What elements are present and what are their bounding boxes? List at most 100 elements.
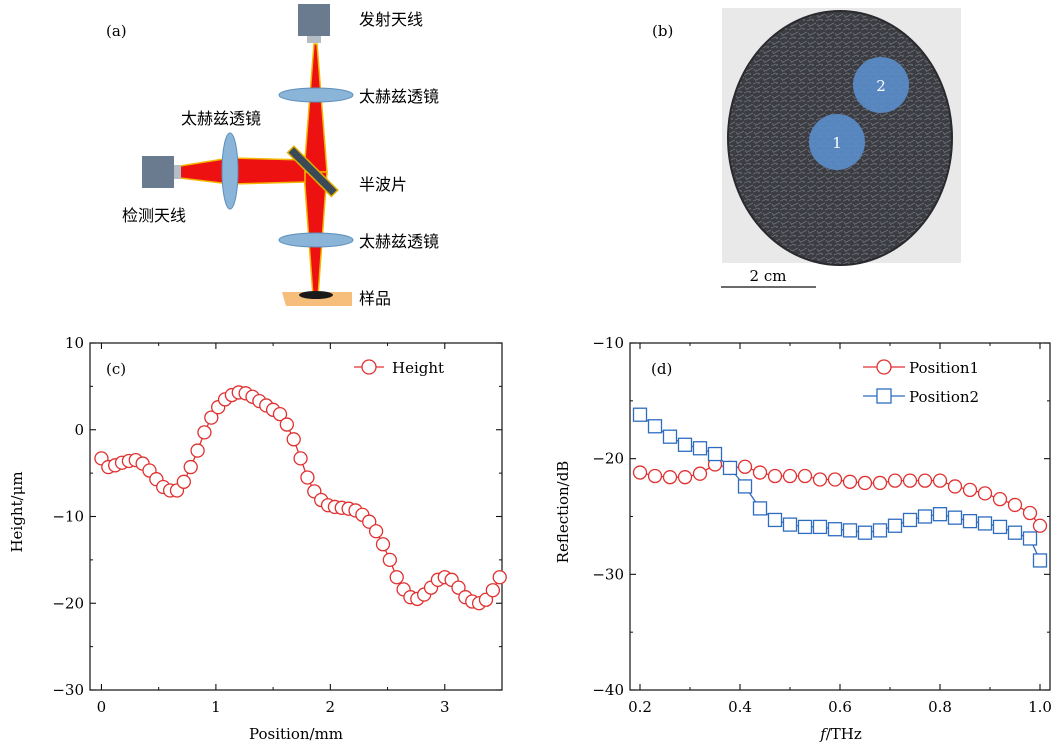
height-chart-series-0-point: [190, 443, 205, 458]
half-wave-plate-icon: [286, 145, 339, 198]
reflection-chart-series-1-point: [827, 522, 843, 537]
half-wave-label: 半波片: [359, 175, 407, 194]
reflection-chart-series-1-point: [722, 460, 738, 476]
reflection-chart-series-0-point: [1022, 505, 1038, 521]
legend-height: Height: [354, 359, 444, 377]
height-chart-series-0-point: [389, 570, 404, 585]
legend-position1-label: Position1: [909, 359, 979, 377]
reflection-chart-series-0-point: [902, 473, 918, 488]
reflection-chart-series-0-point: [977, 486, 993, 501]
reflection-chart-series-0-point: [767, 468, 783, 484]
reflection-chart-series-0-point: [782, 468, 798, 484]
sample-icon: [299, 291, 333, 299]
height-chart-series-0-line: [100, 391, 501, 604]
reflection-chart-series-0-point: [647, 468, 663, 484]
panel-a-letter: (a): [106, 22, 127, 40]
reflection-chart-series-1-point: [992, 519, 1008, 535]
height-chart-series-0-point: [286, 432, 301, 447]
height-chart-series-0-point: [272, 406, 288, 422]
rx-antenna-label: 检测天线: [122, 206, 186, 225]
height-chart-series-0-point: [300, 470, 315, 485]
x-axis-label-d: f/THz: [819, 725, 862, 743]
reflection-chart-series-0-point: [632, 465, 648, 480]
height-chart-series-0-point: [368, 524, 384, 539]
lens-bottom-icon: [278, 232, 354, 248]
y-axis-label-d: Reflection/dB: [554, 461, 572, 564]
reflection-chart-series-0-point: [962, 482, 978, 498]
reflection-chart-series-1-point: [767, 512, 783, 528]
height-chart-x-tick-label: 2: [326, 698, 336, 716]
reflection-chart-series-0-point: [677, 470, 693, 485]
reflection-chart-series-1-point: [962, 513, 978, 529]
reflection-chart-series-1-point: [737, 479, 753, 494]
reflection-chart-series-0-point: [827, 472, 843, 487]
reflection-chart-x-tick-label: 1.0: [1028, 698, 1052, 716]
reflection-chart-y-tick-label: −10: [592, 334, 624, 352]
height-chart-series-0-point: [197, 425, 212, 440]
height-chart-series-0-point: [375, 537, 391, 552]
height-chart-y-tick-label: 0: [74, 421, 84, 439]
reflection-chart-series-1-point: [977, 516, 993, 531]
reflection-chart-series-1-point: [707, 446, 723, 462]
reflection-chart-series-1-point: [797, 519, 813, 535]
reflection-chart-series-1-point: [632, 407, 648, 422]
height-chart-series-0-point: [176, 474, 191, 489]
panel-b-letter: (b): [652, 22, 673, 40]
lens-top-label: 太赫兹透镜: [359, 87, 439, 106]
marker-1-circle: [809, 114, 865, 170]
reflection-chart-series-0-point: [872, 475, 888, 491]
reflection-chart-series-0-point: [857, 475, 873, 491]
reflection-chart-series-0-point: [917, 473, 933, 488]
reflection-chart-series-1-point: [872, 523, 888, 538]
reflection-chart-series-0-point: [752, 465, 768, 480]
reflection-chart-series-1-point: [902, 512, 918, 528]
reflection-chart-series-0-point: [1007, 497, 1023, 513]
reflection-chart-series-1-line: [639, 414, 1041, 561]
reflection-chart-x-tick-label: 0.6: [828, 698, 852, 716]
reflection-chart-series-1-point: [692, 441, 708, 456]
reflection-chart-series-1-point: [857, 525, 873, 540]
height-chart-x-tick-label: 3: [440, 698, 450, 716]
height-chart-series-0-point: [293, 451, 308, 466]
legend-height-label: Height: [392, 359, 444, 377]
reflection-chart-series-0-point: [662, 470, 678, 485]
reflection-chart-series-1-point: [887, 518, 903, 533]
height-chart-plot-frame: [89, 342, 503, 691]
height-chart-x-tick-label: 1: [211, 698, 221, 716]
height-chart-series-0-point: [451, 580, 466, 595]
panel-c-letter: (c): [106, 360, 126, 378]
height-chart-series-0-point: [382, 552, 397, 568]
reflection-chart-series-0-point: [842, 474, 858, 489]
y-axis-label-c: Height/μm: [8, 471, 26, 552]
beam-horizontal: [179, 157, 306, 185]
lens-bottom-label: 太赫兹透镜: [359, 232, 439, 251]
marker-2-label: 2: [876, 77, 886, 95]
legend-position1: Position1: [863, 359, 979, 377]
reflection-chart-series-1-point: [947, 510, 963, 525]
reflection-chart-y-tick-label: −30: [592, 565, 624, 583]
reflection-chart-x-tick-label: 0.2: [628, 698, 652, 716]
reflection-chart-series-0-point: [692, 466, 708, 481]
height-chart-series-0-point: [204, 410, 219, 425]
legend-position2: Position2: [863, 388, 979, 406]
reflection-chart-series-1-point: [752, 501, 768, 516]
height-chart-series-0-point: [492, 570, 507, 585]
reflection-chart-series-0-line: [639, 463, 1041, 527]
height-chart-series-0-point: [485, 583, 500, 598]
transmit-antenna-icon: [298, 4, 330, 43]
lens-left-label: 太赫兹透镜: [181, 109, 261, 128]
reflection-chart: 0.2 0.4 0.6 0.8 1.0 −10 −20 −30 −40 (d) Position…: [554, 334, 1052, 743]
scale-bar-label: 2 cm: [750, 267, 787, 285]
reflection-chart-series-0-point: [932, 473, 948, 488]
reflection-chart-series-0-point: [812, 472, 828, 487]
reflection-chart-series-0-point: [737, 459, 753, 474]
height-chart-series-0-point: [183, 459, 198, 475]
beam-vertical-top: [303, 43, 328, 173]
reflection-chart-series-0-point: [947, 479, 963, 494]
reflection-chart-series-1-point: [662, 429, 678, 444]
reflection-chart-series-1-point: [1022, 531, 1038, 546]
reflection-chart-series-0-point: [887, 473, 903, 488]
reflection-chart-series-1-point: [677, 437, 693, 452]
height-chart-y-tick-label: −10: [52, 508, 84, 526]
